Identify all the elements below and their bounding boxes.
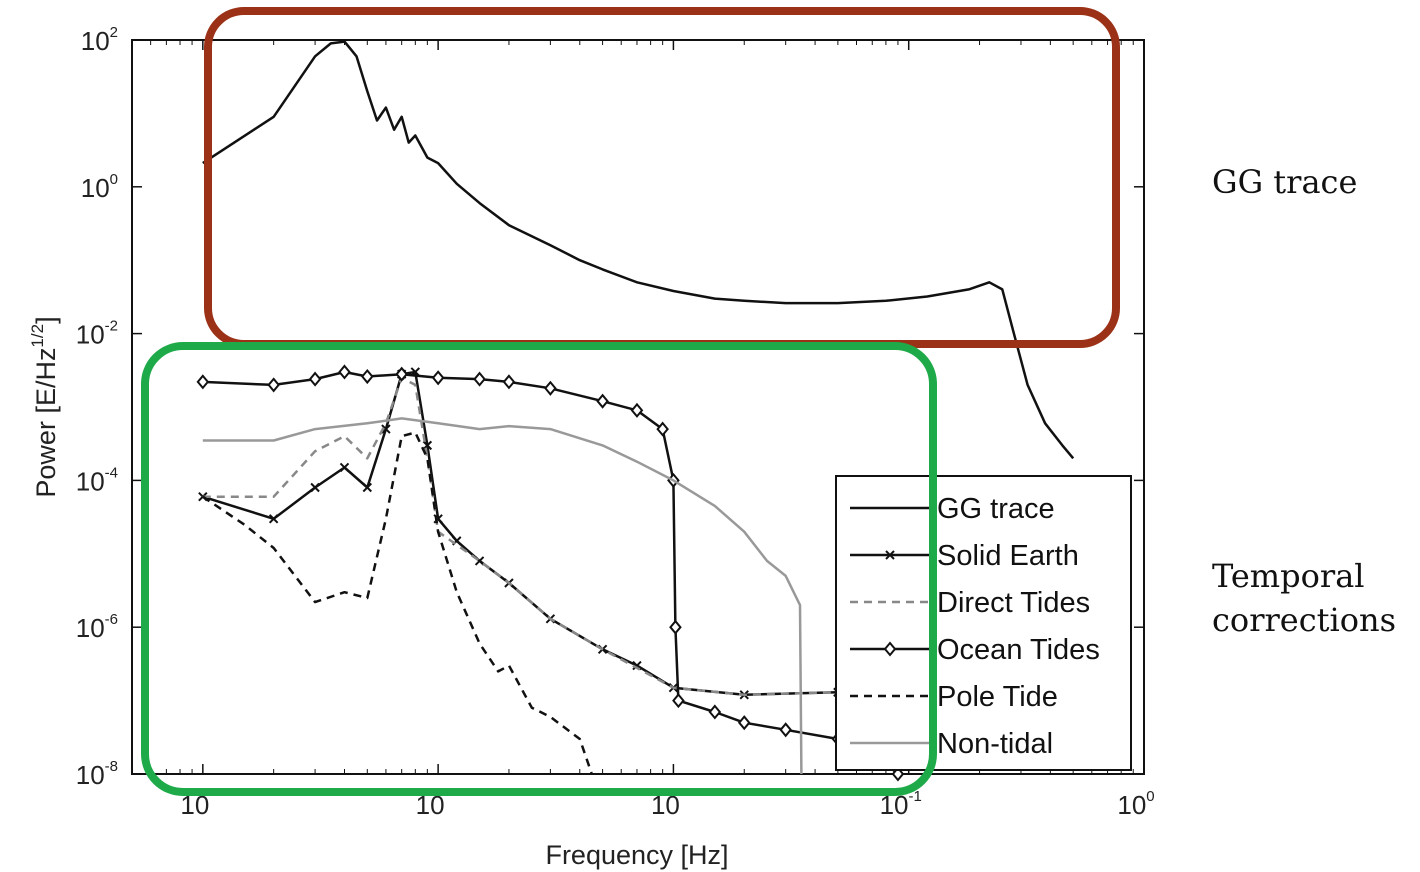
y-tick-label: 10-4 [76,464,118,496]
data-point-ocean-tides [308,371,322,387]
legend-item-ocean-tides: Ocean Tides [850,634,1100,666]
temporal-label-line1: Temporal [1212,557,1365,595]
series-line-gg-trace [202,40,1075,460]
data-point-ocean-tides [360,368,374,385]
data-point-ocean-tides [544,380,557,396]
legend-marker [883,641,897,657]
series-non-tidal [202,417,803,775]
legend-item-solid-earth: Solid Earth [850,540,1079,572]
legend-item-direct-tides: Direct Tides [850,587,1090,619]
legend-label: Direct Tides [937,587,1090,619]
data-point-ocean-tides [395,366,408,382]
data-point-solid-earth [381,424,391,434]
gg-trace-annotation: GG trace [1212,163,1358,201]
legend-label: Solid Earth [937,540,1079,572]
data-point-solid-earth [268,514,279,524]
plot-frame [131,39,1145,775]
series-direct-tides [202,376,909,697]
data-point-ocean-tides [779,722,792,738]
data-point-solid-earth [310,482,320,493]
temporal-label-line2: corrections [1212,601,1397,639]
legend-box [835,475,1132,771]
temporal-corrections-highlight-box [141,342,937,796]
series-solid-earth [198,367,914,700]
y-tick-label: 10-8 [76,758,118,790]
legend-label: GG trace [937,493,1055,525]
legend-items: GG trace Solid Earth Direct Tides Ocean Tid… [850,493,1100,760]
y-tick-label: 102 [81,24,118,56]
data-point-ocean-tides [656,421,669,437]
data-point-ocean-tides [338,364,351,380]
series-line-non-tidal [202,417,803,775]
series-line-direct-tides [202,376,909,697]
legend-label: Ocean Tides [937,634,1100,666]
data-point-ocean-tides [672,693,685,709]
legend-item-gg-trace: GG trace [850,493,1055,525]
data-point-ocean-tides [431,370,445,386]
legend-item-non-tidal: Non-tidal [850,728,1053,760]
data-point-ocean-tides [669,619,682,635]
data-point-ocean-tides [502,374,516,390]
gg-trace-highlight-box [204,7,1120,348]
data-point-ocean-tides [473,371,486,387]
series-gg-trace [202,40,1075,460]
data-point-ocean-tides [196,374,210,390]
y-axis-label: Power [E/Hz1/2] [28,316,61,497]
legend-label: Pole Tide [937,681,1058,713]
data-point-ocean-tides [596,393,609,409]
y-tick-label: 10-6 [76,611,118,643]
temporal-corrections-annotation: Temporal corrections [1212,554,1396,642]
legend: GG trace Solid Earth Direct Tides Ocean Tid… [835,475,1132,771]
data-point-solid-earth [362,482,372,493]
data-point-ocean-tides [630,402,644,418]
y-tick-label: 100 [81,171,118,203]
data-point-solid-earth [339,462,350,473]
data-point-ocean-tides [737,715,751,731]
series-line-ocean-tides [202,370,899,775]
data-point-ocean-tides [708,704,722,720]
series-line-pole-tide [202,431,593,775]
legend-item-pole-tide: Pole Tide [850,681,1058,713]
legend-marker [885,550,895,560]
x-tick-label: 100 [1117,788,1154,820]
series-pole-tide [202,431,593,775]
series-line-solid-earth [202,370,909,697]
data-point-ocean-tides [267,377,280,393]
x-axis-label: Frequency [Hz] [545,840,728,870]
y-tick-label: 10-2 [76,318,118,350]
legend-label: Non-tidal [937,728,1053,760]
